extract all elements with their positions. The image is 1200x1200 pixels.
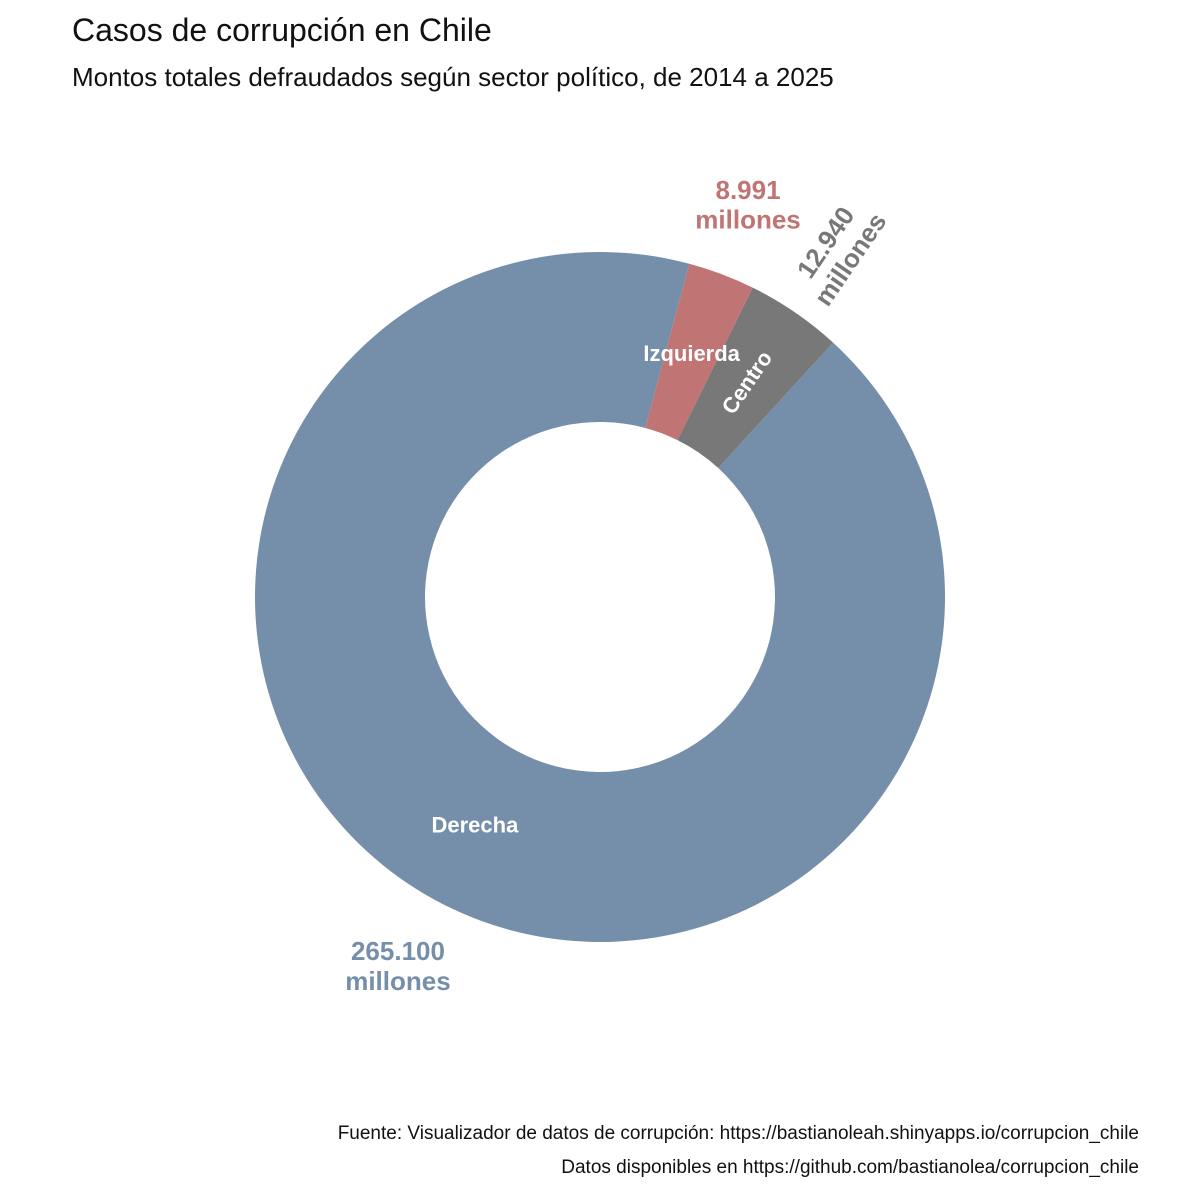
value-label-izquierda: 8.991 millones <box>695 175 800 235</box>
slice-derecha <box>255 252 946 943</box>
slice-label-izquierda: Izquierda <box>643 341 740 366</box>
slice-label-derecha: Derecha <box>432 812 520 837</box>
value-label-derecha: 265.100 millones <box>345 936 450 996</box>
value-label-izquierda-amount: 8.991 <box>715 175 780 205</box>
caption-data: Datos disponibles en https://github.com/… <box>561 1157 1139 1178</box>
donut-slices <box>255 252 946 943</box>
chart-subtitle: Montos totales defraudados según sector … <box>72 62 834 92</box>
value-label-derecha-unit: millones <box>345 966 450 996</box>
chart-title: Casos de corrupción en Chile <box>72 12 492 48</box>
caption-source: Fuente: Visualizador de datos de corrupc… <box>337 1123 1139 1144</box>
value-label-izquierda-unit: millones <box>695 205 800 235</box>
slice-centro <box>677 287 834 468</box>
value-label-derecha-amount: 265.100 <box>351 936 445 966</box>
slice-izquierda <box>645 263 753 441</box>
